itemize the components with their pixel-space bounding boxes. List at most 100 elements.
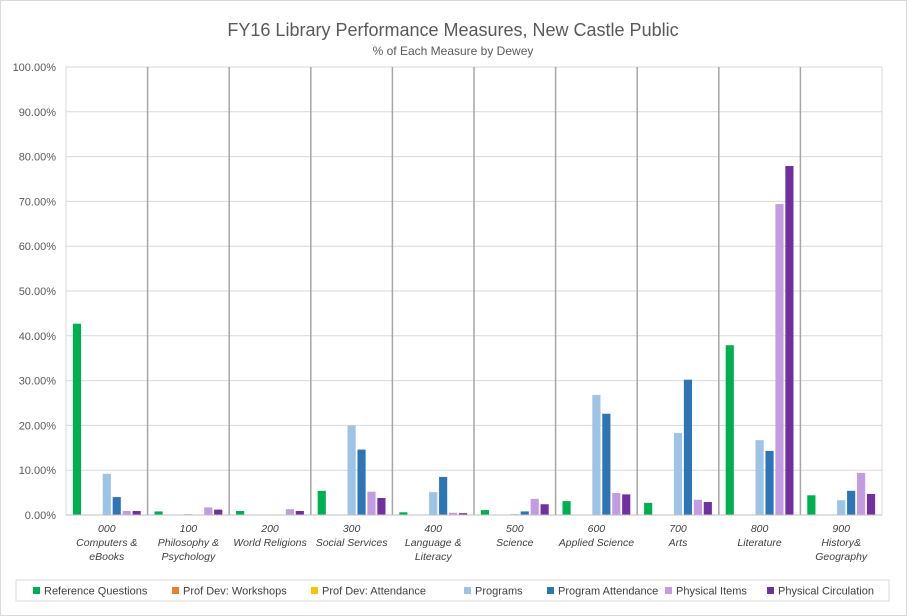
legend-swatch	[464, 587, 471, 594]
bar	[214, 509, 223, 515]
bar	[592, 394, 601, 515]
category-label-line: 600	[588, 523, 606, 535]
bar	[866, 493, 876, 515]
bar	[439, 476, 448, 515]
category-label-line: eBooks	[89, 551, 125, 563]
category-label-line: 400	[424, 523, 442, 535]
bar	[857, 472, 866, 515]
category-label-line: Literacy	[415, 551, 453, 563]
legend-swatch	[665, 587, 672, 594]
category-label: 400 Language & Literacy	[405, 523, 462, 563]
bar	[673, 433, 683, 515]
category-label-line: 300	[343, 523, 361, 535]
category-label: 300 Social Services	[316, 523, 389, 549]
legend-label: Prof Dev: Workshops	[183, 586, 287, 598]
bar	[377, 497, 386, 515]
bar	[357, 449, 366, 515]
bar	[807, 495, 816, 515]
bar	[285, 509, 294, 515]
bar	[765, 450, 774, 515]
bar	[530, 498, 539, 515]
bar	[317, 490, 326, 515]
legend-swatch	[311, 587, 318, 594]
bar	[449, 512, 458, 515]
bar	[602, 413, 611, 515]
category-label-line: Psychology	[162, 551, 216, 563]
legend-label: Physical Circulation	[778, 586, 874, 598]
category-label: 500 Science	[496, 523, 534, 549]
category-label-line: Language &	[405, 537, 462, 549]
y-tick-label: 50.00%	[19, 286, 57, 298]
legend: Reference Questions Prof Dev: Workshops Pr…	[15, 579, 890, 602]
y-tick-label: 60.00%	[19, 241, 57, 253]
bar	[540, 504, 549, 515]
y-tick-label: 20.00%	[19, 420, 57, 432]
bar	[480, 510, 490, 515]
category-label-line: Science	[496, 537, 534, 549]
bars	[72, 166, 876, 515]
bar	[847, 490, 856, 515]
category-label-line: World Religions	[233, 537, 307, 549]
bar	[693, 499, 702, 515]
category-label-line: 800	[751, 523, 769, 535]
y-axis: 0.00% 10.00% 20.00% 30.00% 40.00% 50.00% 60.00…	[13, 62, 57, 522]
y-tick-label: 10.00%	[19, 465, 57, 477]
bar	[112, 497, 121, 515]
legend-label: Program Attendance	[558, 586, 658, 598]
category-label-line: 500	[506, 523, 524, 535]
category-label-line: History&	[821, 537, 861, 549]
bar	[703, 502, 712, 515]
legend-swatch	[172, 587, 179, 594]
legend-label: Physical Items	[676, 586, 747, 598]
category-label: 200 World Religions	[233, 523, 307, 549]
bar	[132, 510, 141, 515]
y-tick-label: 70.00%	[19, 196, 57, 208]
bar	[429, 492, 438, 515]
category-label-line: Arts	[668, 537, 688, 549]
category-label-line: Applied Science	[558, 537, 634, 549]
bar	[102, 473, 111, 515]
category-label-line: 000	[98, 523, 116, 535]
bar	[725, 345, 734, 515]
legend-label: Reference Questions	[44, 586, 148, 598]
category-label-line: Social Services	[316, 537, 389, 549]
y-tick-label: 80.00%	[19, 152, 57, 164]
category-label-line: Literature	[737, 537, 782, 549]
bar	[562, 501, 571, 515]
bar	[154, 511, 163, 515]
category-label: 800 Literature	[737, 523, 782, 549]
bar	[775, 204, 784, 515]
bar	[612, 493, 621, 515]
bar	[683, 379, 693, 515]
y-tick-label: 30.00%	[19, 376, 57, 388]
category-label: 600 Applied Science	[558, 523, 634, 549]
bar	[785, 166, 794, 515]
category-label: 900 History& Geography	[815, 523, 868, 563]
category-label: 700 Arts	[668, 523, 688, 549]
bar	[295, 510, 304, 515]
bar	[347, 425, 356, 515]
y-tick-label: 100.00%	[13, 62, 57, 74]
bar	[458, 513, 468, 515]
bar	[367, 491, 376, 515]
bar	[622, 494, 631, 515]
category-label-line: Computers &	[76, 537, 137, 549]
bar	[644, 502, 653, 515]
category-label-line: 700	[669, 523, 687, 535]
y-tick-label: 40.00%	[19, 331, 57, 343]
category-label-line: Geography	[815, 551, 868, 563]
legend-label: Prof Dev: Attendance	[322, 586, 426, 598]
legend-swatch	[547, 587, 554, 594]
legend-label: Programs	[475, 586, 523, 598]
chart-subtitle: % of Each Measure by Dewey	[373, 44, 534, 58]
bar	[399, 512, 408, 515]
bar	[236, 510, 245, 515]
category-label-line: 100	[180, 523, 198, 535]
y-tick-label: 90.00%	[19, 107, 57, 119]
category-label-line: Philosophy &	[158, 537, 219, 549]
bar	[520, 511, 529, 515]
legend-box	[15, 579, 890, 602]
bar	[755, 440, 764, 515]
category-label: 000 Computers & eBooks	[76, 523, 137, 563]
